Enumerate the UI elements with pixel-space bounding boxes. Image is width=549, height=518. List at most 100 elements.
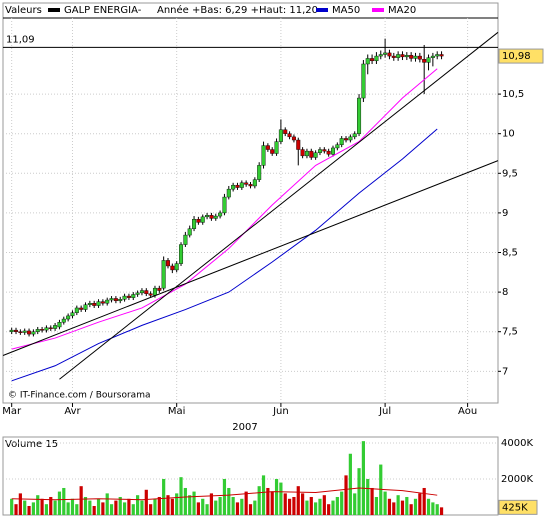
volume-bar <box>53 500 57 515</box>
volume-bar <box>266 487 270 515</box>
volume-bar <box>140 500 144 515</box>
candle-body <box>118 299 123 302</box>
candle-body <box>226 188 231 198</box>
candle-body <box>439 54 444 57</box>
volume-bar <box>162 478 166 515</box>
volume-bar <box>292 496 296 515</box>
candle-body <box>317 149 322 153</box>
volume-bar <box>357 468 361 515</box>
volume-bar <box>122 502 127 515</box>
candle-body <box>74 307 79 313</box>
volume-bar <box>353 493 357 515</box>
candle-body <box>61 318 66 323</box>
volume-bar <box>136 495 140 515</box>
volume-bar <box>23 500 27 515</box>
candle-body <box>378 54 383 57</box>
candle-body <box>331 147 336 155</box>
range-text: Année +Bas: 6,29 +Haut: 11,20 <box>157 4 318 16</box>
candle-body <box>417 55 422 60</box>
legend-swatch <box>372 8 384 12</box>
last-volume-box <box>498 499 538 515</box>
volume-bar <box>283 493 287 515</box>
candle-body <box>139 290 144 294</box>
candle-body <box>235 184 240 188</box>
candle-body <box>309 150 314 158</box>
volume-bar <box>218 496 222 515</box>
candle-body <box>291 136 296 141</box>
y-tick-label: 9,5 <box>502 168 518 179</box>
candle-body <box>22 330 27 333</box>
volume-bar <box>127 498 131 515</box>
y-tick-label: 8,5 <box>502 248 518 259</box>
candle-body <box>161 260 166 289</box>
volume-bar <box>279 482 283 515</box>
volume-bar <box>144 489 148 515</box>
volume-bar <box>257 486 261 515</box>
candle-body <box>87 302 92 305</box>
volume-bar <box>396 495 400 515</box>
volume-bar <box>44 504 49 515</box>
candle-body <box>430 55 435 58</box>
candle-body <box>44 327 49 331</box>
volume-bar <box>314 502 318 515</box>
legend-label: GALP ENERGIA- <box>64 5 142 16</box>
candle-body <box>126 295 131 298</box>
candle-body <box>435 54 440 57</box>
volume-bar <box>231 496 235 515</box>
volume-bar <box>92 505 96 515</box>
volume-bar <box>222 478 227 515</box>
volume-bar <box>66 502 70 515</box>
volume-bar <box>114 500 118 515</box>
volume-bar <box>422 487 426 515</box>
moving-average <box>11 128 438 382</box>
volume-bar <box>196 502 200 515</box>
candle-body <box>70 312 75 317</box>
trend-line <box>59 31 499 380</box>
volume-bar <box>370 487 374 515</box>
candle-body <box>270 149 275 154</box>
candle-body <box>231 184 236 190</box>
candle-body <box>257 165 262 180</box>
volume-bar <box>166 495 170 515</box>
candle-body <box>400 54 405 58</box>
candle-body <box>35 329 40 332</box>
last-volume-label: 425K <box>502 502 528 513</box>
volume-bar <box>149 504 153 515</box>
volume-bar <box>439 507 444 515</box>
candle-body <box>113 298 118 302</box>
volume-bar <box>188 495 192 515</box>
volume-bar <box>201 498 205 515</box>
year-label: 2007 <box>232 422 257 433</box>
volume-bar <box>49 496 53 515</box>
y-tick-label: 9 <box>502 208 508 219</box>
volume-bar <box>14 504 18 515</box>
volume-bar <box>253 500 257 515</box>
candle-body <box>335 144 340 149</box>
volume-bar <box>400 500 405 515</box>
volume-bar <box>274 478 279 515</box>
x-tick-label: Jul <box>378 406 391 417</box>
candle-body <box>287 133 292 138</box>
volume-bar <box>361 441 365 515</box>
candle-body <box>14 329 19 332</box>
candle-body <box>278 129 283 142</box>
volume-bar <box>418 493 422 515</box>
volume-bar <box>205 504 209 515</box>
volume-bar <box>309 496 313 515</box>
candle-body <box>92 302 97 306</box>
candle-body <box>383 52 388 55</box>
candle-body <box>374 55 379 62</box>
candle-body <box>300 149 305 157</box>
candle-body <box>66 315 71 320</box>
volume-bar <box>62 487 66 515</box>
volume-bar <box>366 478 370 515</box>
volume-bar <box>179 477 183 515</box>
volume-bar <box>431 502 435 515</box>
volume-bar <box>27 505 31 515</box>
candle-body <box>248 184 253 187</box>
x-tick-label: Jun <box>272 406 289 417</box>
volume-bar <box>244 491 248 515</box>
volume-bar <box>118 496 122 515</box>
candle-body <box>105 299 110 304</box>
